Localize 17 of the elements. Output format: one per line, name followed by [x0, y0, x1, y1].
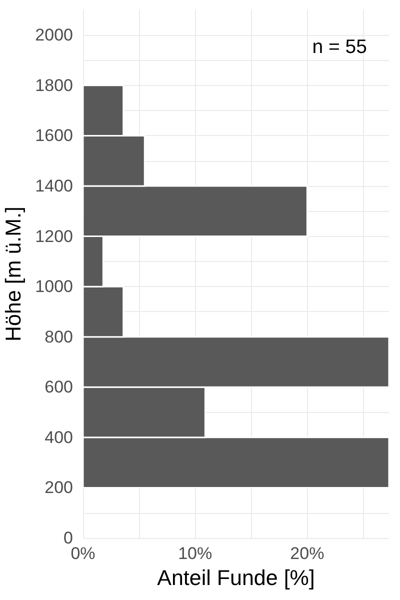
- x-tick-label: 10%: [178, 544, 212, 563]
- y-tick-label: 0: [64, 528, 73, 548]
- y-tick-label: 1200: [35, 226, 73, 246]
- x-tick-label: 20%: [290, 544, 324, 563]
- y-tick-label: 2000: [35, 26, 73, 45]
- y-tick-label: 800: [44, 327, 73, 346]
- y-tick-label: 1800: [35, 76, 73, 95]
- y-tick-label: 1400: [35, 176, 73, 196]
- y-tick-label: 600: [44, 378, 73, 397]
- y-tick-label: 1600: [35, 126, 73, 146]
- x-tick-label: 0%: [70, 544, 96, 563]
- y-tick-label: 1000: [35, 277, 73, 296]
- y-tick-label: 200: [44, 478, 73, 498]
- x-axis-title: Anteil Funde [%]: [157, 566, 315, 590]
- y-axis-title: Höhe [m ü.M.]: [1, 206, 26, 342]
- annotation: n = 55: [312, 36, 368, 58]
- y-tick-label: 400: [44, 428, 73, 447]
